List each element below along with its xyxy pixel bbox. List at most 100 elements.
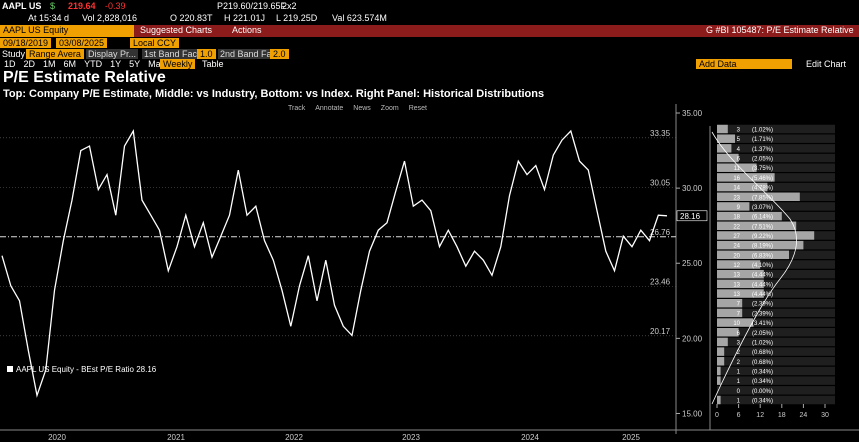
hist-count: 4 [737,147,741,153]
frequency[interactable]: Weekly [160,59,196,69]
hist-percent: (2.05%) [752,157,773,163]
band1[interactable]: 1st Band Fac... [142,49,207,59]
period-button[interactable]: 1M [43,59,56,69]
hist-count: 18 [733,215,740,221]
hist-bar [717,182,768,192]
chart-subtitle: Top: Company P/E Estimate, Middle: vs In… [3,88,545,100]
hist-percent: (0.34%) [752,379,773,385]
hist-bar [717,279,764,289]
hist-percent: (0.68%) [752,360,773,366]
open: O 220.83T [170,13,213,23]
hist-row [717,386,835,395]
hist-count: 12 [733,263,740,269]
hist-count: 1 [737,369,741,375]
period-button[interactable]: 2D [23,59,36,69]
chart-tool[interactable]: News [353,105,371,112]
study-bar: Study Range Avera Display Pr... 1st Band… [0,49,859,59]
band-label: 30.05 [650,178,671,187]
hist-percent: (4.44%) [752,292,773,298]
chart-tool[interactable]: Zoom [380,105,399,112]
range[interactable]: Range Avera [26,49,84,59]
chart-title: P/E Estimate Relative [3,69,166,86]
period-button[interactable]: YTD [84,59,103,69]
hist-percent: (4.44%) [752,273,773,279]
y-tick-label: 30.00 [682,184,703,193]
hist-row [717,144,835,153]
suggested[interactable]: Suggested Charts [140,25,213,35]
hist-bar [717,231,815,240]
hist-count: 11 [734,166,741,172]
x-tick-label: 2020 [48,433,66,442]
hist-count: 13 [733,282,740,288]
hist-tick-label: 18 [778,412,786,419]
hist-row [717,260,835,269]
hist-bar [717,134,735,143]
hist-bar [717,163,757,172]
hist-count: 13 [733,292,740,298]
band-label: 26.76 [650,228,671,237]
period-button[interactable]: 1D [4,59,16,69]
hist-row [717,376,835,385]
hist-count: 16 [733,176,740,182]
hist-count: 2 [737,360,741,366]
display[interactable]: Display Pr... [86,49,139,59]
add-data[interactable]: Add Data [696,59,792,69]
band2-value[interactable]: 2.0 [270,49,289,59]
hist-count: 20 [733,253,740,259]
currency-field[interactable]: Local CCY [130,38,180,48]
chart-tool[interactable]: Annotate [315,105,344,112]
hist-percent: (1.02%) [752,340,773,346]
hist-bar [717,357,725,366]
hist-row [717,269,835,279]
actions[interactable]: Actions [232,25,262,35]
hist-percent: (5.46%) [752,176,773,182]
x-tick-label: 2023 [402,433,420,442]
hist-row [717,395,835,405]
period-button[interactable]: Max [148,59,166,69]
hist-row [717,182,835,192]
hist-bar [717,318,753,327]
hist-row [717,318,835,327]
hist-percent: (3.41%) [752,321,773,327]
y-tick-label: 15.00 [682,409,703,418]
hist-percent: (9.22%) [752,234,773,240]
hist-count: 22 [733,224,740,230]
chart-tool[interactable]: Track [288,105,306,112]
hist-count: 3 [737,128,741,134]
x-tick-label: 2021 [167,433,185,442]
hist-row [717,337,835,347]
start-date[interactable]: 09/18/2019 [0,38,52,48]
edit-chart[interactable]: Edit Chart [806,59,847,69]
band2[interactable]: 2nd Band Fa... [218,49,282,59]
period-button[interactable]: 5Y [129,59,141,69]
chart: 15.00 20.00 25.00 30.00 35.00 33.35 30.05 26.76… [0,104,859,442]
hist-bar [717,328,739,337]
hist-row [717,298,835,308]
hist-bar [717,250,789,260]
hist-row [717,240,835,250]
table[interactable]: Table [202,59,224,69]
end-date[interactable]: 03/08/2025 [56,38,108,48]
chart-tool[interactable]: Reset [408,105,427,112]
security-field[interactable]: AAPL US Equity [0,25,134,37]
hist-count: 1 [737,399,741,405]
hist-bar [717,308,743,318]
hist-percent: (3.07%) [752,205,773,211]
band-label: 20.17 [650,327,671,336]
hist-bar [717,124,728,134]
period-button[interactable]: 1Y [110,59,122,69]
hist-row [717,250,835,260]
band1-value[interactable]: 1.0 [197,49,216,59]
hist-bar [717,347,725,356]
hist-bar [717,192,800,201]
hist-count: 1 [737,379,741,385]
hist-percent: (0.68%) [752,350,773,356]
series-line [1,129,668,398]
period-button[interactable]: 6M [63,59,77,69]
hist-bar [717,395,721,405]
hist-bar [717,173,775,182]
hist-bar [717,269,764,279]
hist-count: 7 [737,302,741,308]
hist-row [717,347,835,356]
hist-count: 0 [737,389,741,395]
